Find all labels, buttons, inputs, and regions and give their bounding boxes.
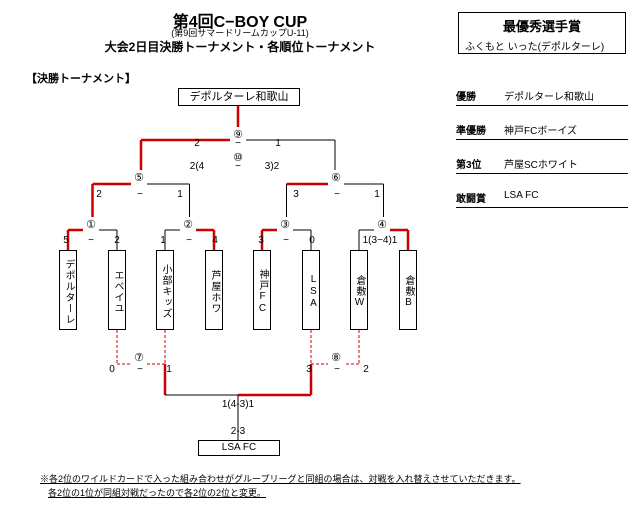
- team-box: 倉敷B: [399, 250, 417, 330]
- score-label: 1: [160, 189, 200, 200]
- award-row: 第3位芦屋SCホワイト: [456, 156, 628, 174]
- mvp-title: 最優秀選手賞: [465, 16, 619, 35]
- score-label: 3: [276, 189, 316, 200]
- runnerup-box: LSA FC: [198, 440, 280, 456]
- award-rank: 準優勝: [456, 122, 504, 137]
- team-box: エベイユ: [108, 250, 126, 330]
- score-label: 2: [177, 138, 217, 149]
- award-row: 優勝デポルターレ和歌山: [456, 88, 628, 106]
- award-rank: 優勝: [456, 88, 504, 103]
- match-circle: ⑤: [131, 170, 147, 186]
- award-team: デポルターレ和歌山: [504, 88, 594, 103]
- header-line2: 大会2日目決勝トーナメント・各順位トーナメント: [60, 38, 420, 55]
- score-label: 3)2: [252, 161, 292, 172]
- match-circle: ①: [83, 217, 99, 233]
- score-label: 2(4: [177, 161, 217, 172]
- footnote-2: 各2位の1位が同組対戦だったので各2位の2位と変更。: [48, 486, 266, 499]
- award-row: 準優勝神戸FCボーイズ: [456, 122, 628, 140]
- team-box: 小部キッズ: [156, 250, 174, 330]
- match-circle: ⑥: [328, 170, 344, 186]
- score-label: −: [317, 189, 357, 200]
- score-label: 1: [357, 189, 397, 200]
- score-label: 1: [258, 138, 298, 149]
- match-circle: ④: [374, 217, 390, 233]
- score-label: 2-3: [218, 426, 258, 437]
- score-label: −: [120, 189, 160, 200]
- score-label: −: [218, 138, 258, 149]
- footnote-1: ※各2位のワイルドカードで入った組み合わせがグループリーグと同組の場合は、対戦を…: [40, 472, 521, 485]
- score-label: 1(3−4)1: [360, 235, 400, 246]
- team-box: 芦屋ホワ: [205, 250, 223, 330]
- team-box: 倉敷W: [350, 250, 368, 330]
- score-label: 2: [97, 235, 137, 246]
- award-rank: 第3位: [456, 156, 504, 171]
- match-circle: ②: [180, 217, 196, 233]
- score-label: 4: [195, 235, 235, 246]
- section-label: 【決勝トーナメント】: [26, 70, 136, 86]
- score-label: 0: [292, 235, 332, 246]
- award-rank: 敢闘賞: [456, 190, 504, 205]
- award-row: 敢闘賞LSA FC: [456, 190, 628, 208]
- mvp-name: ふくもと いった(デポルターレ): [465, 38, 619, 53]
- champion-box: デポルターレ和歌山: [178, 88, 300, 106]
- score-label: 1: [149, 364, 189, 375]
- award-team: 芦屋SCホワイト: [504, 156, 578, 171]
- match-circle: ③: [277, 217, 293, 233]
- award-team: 神戸FCボーイズ: [504, 122, 577, 137]
- team-box: 神戸FC: [253, 250, 271, 330]
- score-label: 1(4-3)1: [218, 399, 258, 410]
- score-label: 2: [346, 364, 386, 375]
- team-box: LSA: [302, 250, 320, 330]
- mvp-box: 最優秀選手賞 ふくもと いった(デポルターレ): [458, 12, 626, 54]
- score-label: 2: [79, 189, 119, 200]
- team-box: デポルターレ: [59, 250, 77, 330]
- award-team: LSA FC: [504, 190, 538, 205]
